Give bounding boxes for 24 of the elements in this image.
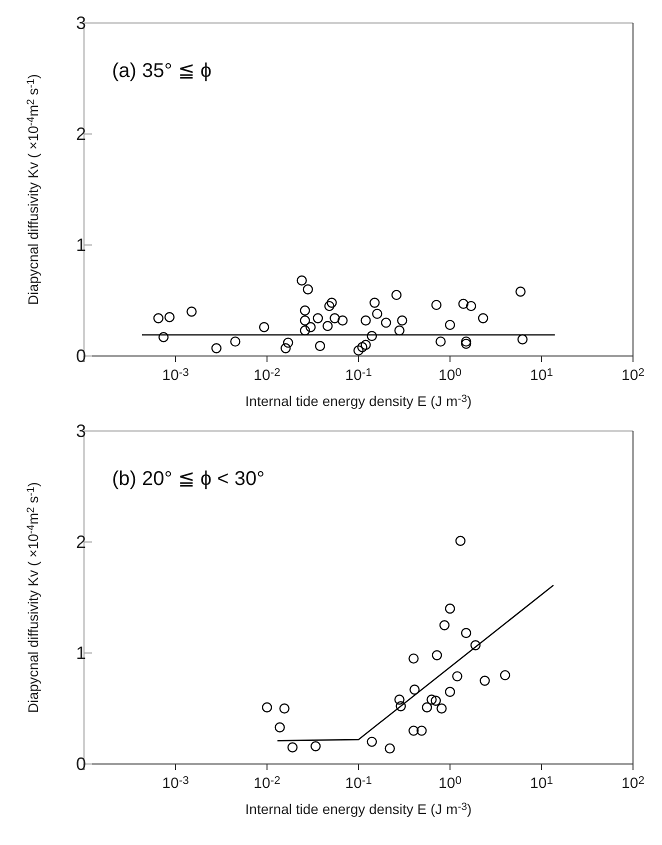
x-tick-label: 10$^{0}$ xyxy=(438,775,462,792)
x-tick-label: 10$^{-3}$ xyxy=(162,367,189,384)
x-tick-label: 10$^{-1}$ xyxy=(345,775,372,792)
x-tick-label: 10$^{-2}$ xyxy=(254,775,280,792)
y-tick-label: 1 xyxy=(76,643,86,663)
x-axis-title: Internal tide energy density E (J m$^{-3}$) xyxy=(245,393,472,409)
y-tick-label: 3 xyxy=(76,421,86,441)
x-tick-label: 10$^{-3}$ xyxy=(162,775,189,792)
x-tick-label: 10$^{2}$ xyxy=(622,367,644,384)
text: (b) 20° ≦ ϕ < 30° xyxy=(112,467,265,491)
x-tick-label: 10$^{-1}$ xyxy=(345,367,372,384)
y-tick-label: 0 xyxy=(76,346,86,366)
x-axis-title: Internal tide energy density E (J m$^{-3}$) xyxy=(245,801,472,817)
y-tick-label: 3 xyxy=(76,13,86,33)
y-tick-label: 2 xyxy=(76,532,86,552)
x-tick-label: 10$^{-2}$ xyxy=(254,367,280,384)
x-tick-label: 10$^{0}$ xyxy=(438,367,462,384)
x-tick-label: 10$^{2}$ xyxy=(622,775,644,792)
text: (a) 35° ≦ ϕ xyxy=(112,59,212,83)
x-tick-label: 10$^{1}$ xyxy=(530,367,553,384)
y-tick-label: 2 xyxy=(76,124,86,144)
y-tick-label: 1 xyxy=(76,235,86,255)
y-tick-label: 0 xyxy=(76,754,86,774)
x-tick-label: 10$^{1}$ xyxy=(530,775,553,792)
